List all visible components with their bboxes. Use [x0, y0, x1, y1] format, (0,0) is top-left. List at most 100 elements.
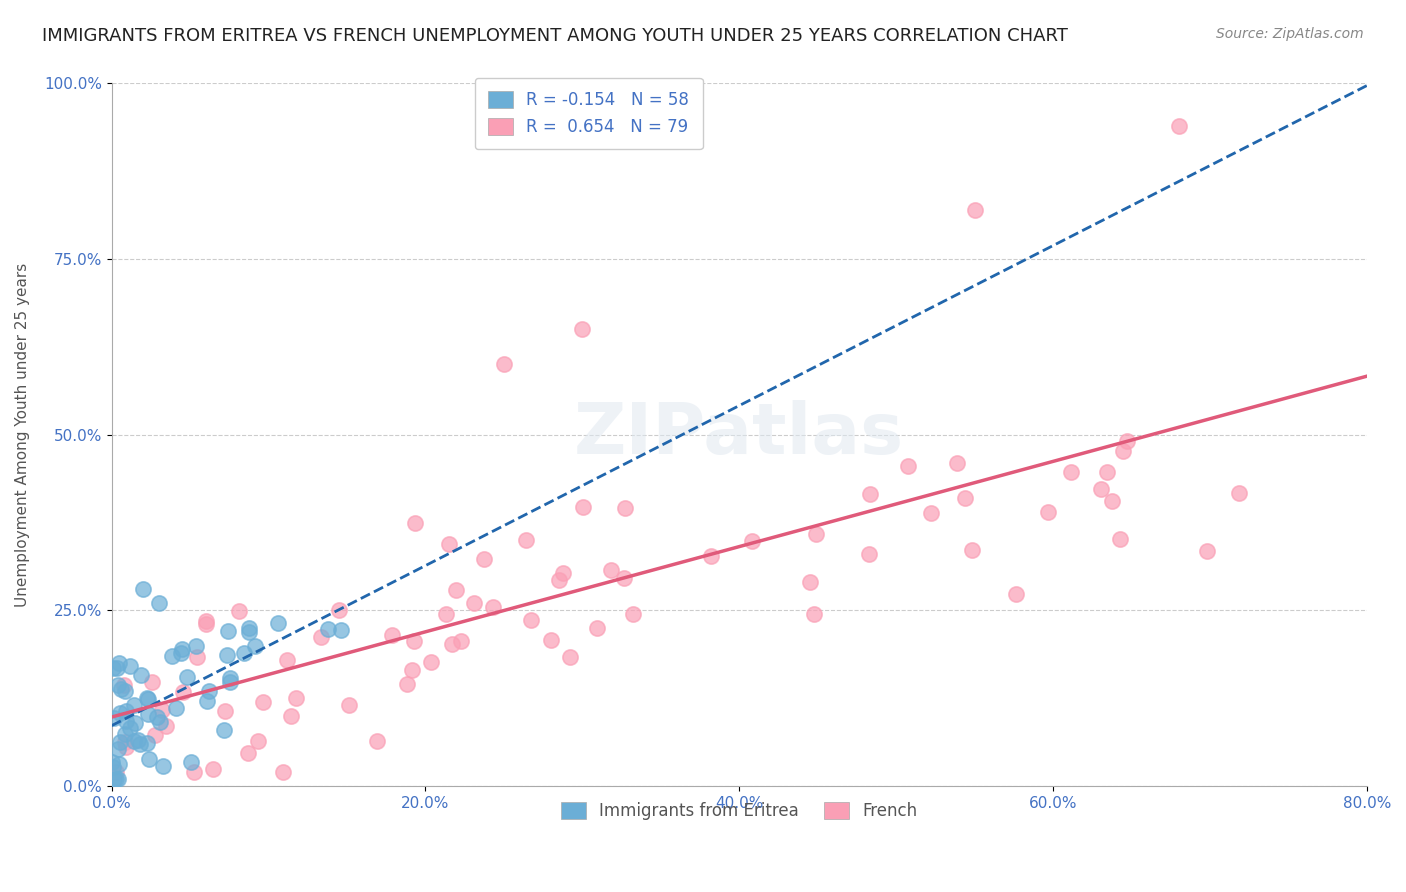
Immigrants from Eritrea — [232, 646, 254, 660]
Immigrants from Eritrea — [198, 683, 221, 698]
Text: Source: ZipAtlas.com: Source: ZipAtlas.com — [1216, 27, 1364, 41]
French — [328, 603, 350, 617]
French — [143, 728, 166, 742]
French — [1090, 482, 1112, 496]
Immigrants from Eritrea — [135, 690, 157, 705]
French — [803, 607, 825, 621]
Immigrants from Eritrea — [218, 671, 240, 685]
French — [1167, 119, 1189, 133]
French — [105, 764, 128, 779]
French — [434, 607, 457, 621]
French — [404, 516, 426, 530]
French — [1227, 486, 1250, 500]
French — [201, 762, 224, 776]
Text: IMMIGRANTS FROM ERITREA VS FRENCH UNEMPLOYMENT AMONG YOUTH UNDER 25 YEARS CORREL: IMMIGRANTS FROM ERITREA VS FRENCH UNEMPL… — [42, 27, 1069, 45]
French — [920, 506, 942, 520]
French — [741, 533, 763, 548]
Immigrants from Eritrea — [108, 757, 131, 772]
French — [1116, 434, 1139, 448]
Immigrants from Eritrea — [115, 704, 138, 718]
French — [806, 526, 828, 541]
Immigrants from Eritrea — [103, 772, 125, 786]
Immigrants from Eritrea — [238, 625, 260, 640]
Immigrants from Eritrea — [136, 692, 159, 706]
Immigrants from Eritrea — [176, 670, 198, 684]
French — [252, 695, 274, 709]
Immigrants from Eritrea — [124, 698, 146, 713]
French — [613, 571, 636, 585]
French — [381, 628, 404, 642]
Immigrants from Eritrea — [149, 714, 172, 729]
French — [236, 746, 259, 760]
French — [463, 596, 485, 610]
Immigrants from Eritrea — [122, 734, 145, 748]
French — [437, 537, 460, 551]
French — [194, 614, 217, 628]
French — [276, 653, 298, 667]
French — [548, 573, 571, 587]
French — [194, 617, 217, 632]
French — [280, 708, 302, 723]
Legend: Immigrants from Eritrea, French: Immigrants from Eritrea, French — [547, 789, 931, 834]
Immigrants from Eritrea — [184, 639, 207, 653]
Immigrants from Eritrea — [114, 726, 136, 740]
Immigrants from Eritrea — [132, 582, 155, 596]
Immigrants from Eritrea — [110, 681, 132, 696]
Immigrants from Eritrea — [118, 659, 141, 673]
Immigrants from Eritrea — [212, 723, 235, 737]
French — [172, 685, 194, 699]
Immigrants from Eritrea — [107, 678, 129, 692]
French — [395, 677, 418, 691]
Immigrants from Eritrea — [329, 623, 352, 637]
Immigrants from Eritrea — [238, 621, 260, 635]
French — [1004, 587, 1026, 601]
Immigrants from Eritrea — [110, 706, 132, 721]
French — [558, 650, 581, 665]
French — [1101, 493, 1123, 508]
French — [271, 764, 294, 779]
French — [115, 740, 138, 755]
French — [150, 703, 173, 717]
French — [337, 698, 360, 712]
Immigrants from Eritrea — [170, 646, 193, 660]
French — [112, 678, 135, 692]
Immigrants from Eritrea — [103, 711, 125, 725]
Immigrants from Eritrea — [103, 660, 125, 674]
Immigrants from Eritrea — [108, 657, 131, 671]
French — [214, 704, 236, 718]
French — [1095, 465, 1118, 479]
French — [1112, 444, 1135, 458]
French — [571, 322, 593, 336]
Immigrants from Eritrea — [129, 737, 152, 751]
French — [228, 604, 250, 618]
Immigrants from Eritrea — [108, 735, 131, 749]
Immigrants from Eritrea — [217, 648, 239, 663]
French — [247, 734, 270, 748]
French — [960, 543, 983, 558]
French — [472, 551, 495, 566]
Immigrants from Eritrea — [165, 701, 187, 715]
French — [515, 533, 537, 548]
French — [284, 690, 307, 705]
French — [1038, 505, 1060, 519]
Immigrants from Eritrea — [107, 742, 129, 756]
Immigrants from Eritrea — [114, 684, 136, 698]
French — [858, 547, 880, 561]
Immigrants from Eritrea — [160, 649, 183, 664]
Immigrants from Eritrea — [136, 736, 159, 750]
French — [141, 675, 163, 690]
French — [540, 632, 562, 647]
Immigrants from Eritrea — [129, 668, 152, 682]
French — [1060, 465, 1083, 479]
Immigrants from Eritrea — [148, 596, 170, 610]
French — [1197, 543, 1219, 558]
Immigrants from Eritrea — [195, 694, 218, 708]
Immigrants from Eritrea — [105, 661, 128, 675]
Immigrants from Eritrea — [138, 751, 160, 765]
Immigrants from Eritrea — [318, 622, 340, 636]
Immigrants from Eritrea — [115, 714, 138, 729]
French — [572, 500, 595, 515]
Immigrants from Eritrea — [127, 732, 149, 747]
French — [946, 456, 969, 470]
Immigrants from Eritrea — [107, 772, 129, 786]
